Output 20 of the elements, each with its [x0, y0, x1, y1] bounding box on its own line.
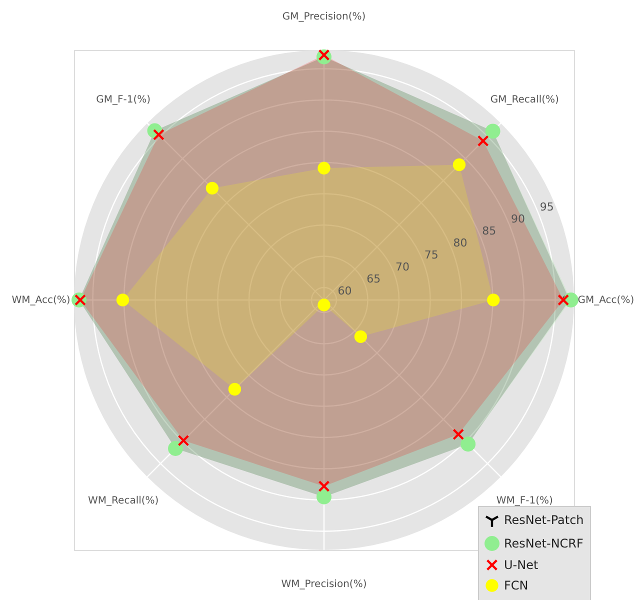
y-tick-label: 85 — [482, 224, 496, 238]
y-tick-label: 80 — [453, 236, 468, 250]
spoke-label: GM_Acc(%) — [578, 295, 634, 306]
spoke-label: GM_F-1(%) — [96, 94, 151, 106]
y-tick-label: 90 — [511, 212, 526, 226]
legend-label: ResNet-Patch — [504, 513, 584, 527]
spoke-label: GM_Precision(%) — [282, 11, 366, 22]
spoke-label: WM_Acc(%) — [12, 295, 70, 306]
y-tick-label: 65 — [366, 272, 381, 286]
spoke-label: WM_Precision(%) — [281, 578, 367, 590]
spoke-label: GM_Recall(%) — [490, 94, 559, 106]
y-tick-label: 95 — [540, 200, 554, 214]
spoke-label: WM_Recall(%) — [88, 496, 159, 507]
y-tick-label: 75 — [424, 248, 438, 262]
legend-label: FCN — [504, 578, 528, 592]
spoke-label: WM_F-1(%) — [496, 496, 554, 507]
y-tick-label: 60 — [338, 284, 352, 298]
legend-label: U-Net — [504, 558, 538, 572]
y-tick-label: 70 — [396, 260, 410, 274]
legend-label: ResNet-NCRF — [504, 536, 584, 550]
